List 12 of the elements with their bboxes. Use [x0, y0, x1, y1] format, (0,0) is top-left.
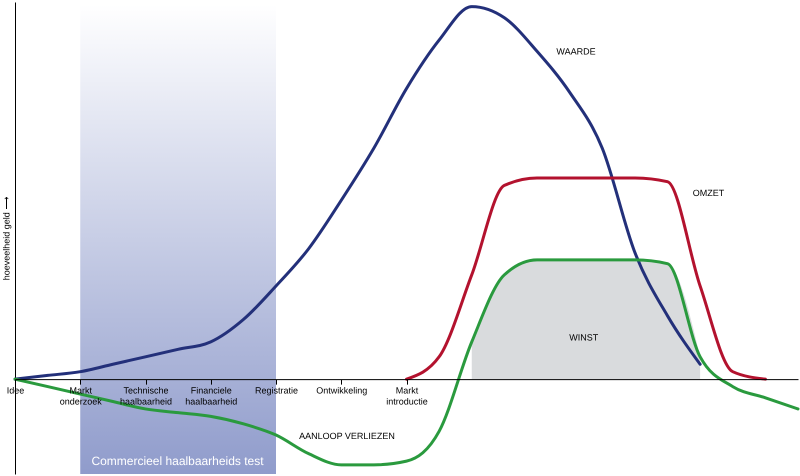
- series-label: OMZET: [692, 188, 725, 198]
- x-tick-label: Registratie: [254, 386, 298, 396]
- x-tick-label: Financiele haalbaarheid: [185, 386, 238, 407]
- x-tick-label: Ontwikkeling: [316, 386, 368, 396]
- band-label: Commercieel haalbaarheids test: [91, 454, 264, 468]
- x-tick-label: Markt onderzoek: [60, 386, 102, 407]
- y-axis-title: hoeveelheid geld ⟶: [2, 196, 12, 280]
- x-tick-label: Markt introductie: [386, 386, 428, 407]
- series-label: WINST: [569, 332, 599, 342]
- annotation: AANLOOP VERLIEZEN: [299, 431, 395, 441]
- series-label: WAARDE: [556, 46, 596, 57]
- x-tick-label: Technische haalbaarheid: [120, 386, 172, 407]
